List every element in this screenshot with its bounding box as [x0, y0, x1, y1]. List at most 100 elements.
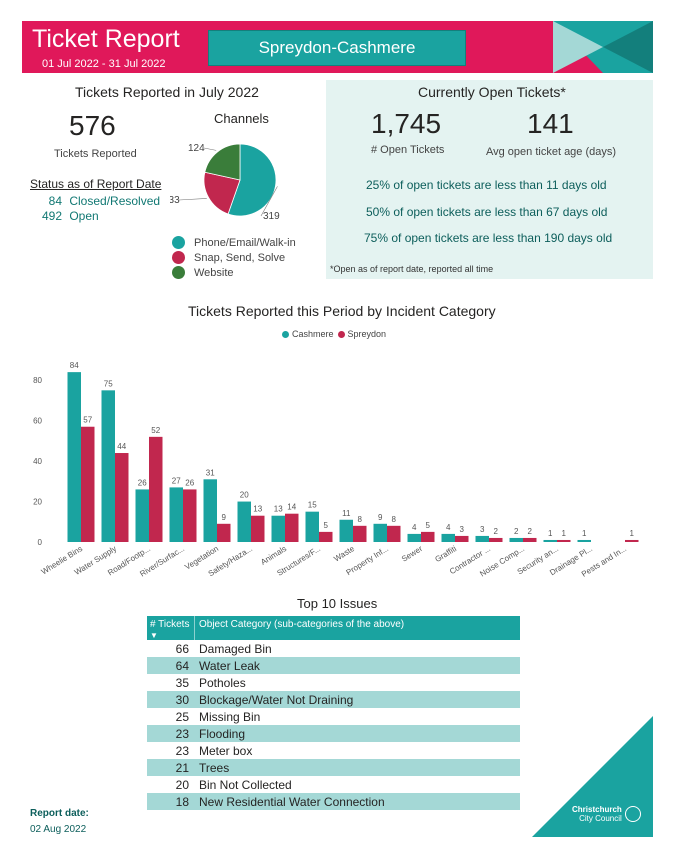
legend-dot — [172, 266, 185, 279]
bar-cashmere[interactable] — [305, 511, 320, 542]
table-row[interactable]: 30 Blockage/Water Not Draining — [147, 691, 520, 708]
total-reported-label: Tickets Reported — [54, 148, 137, 160]
top10-title: Top 10 Issues — [297, 596, 378, 611]
row-count: 21 — [175, 760, 189, 775]
bar-spreydon[interactable] — [523, 537, 537, 542]
bar-spreydon[interactable] — [387, 525, 401, 542]
status-closed-label: Closed/Resolved — [69, 194, 161, 208]
table-row[interactable]: 21 Trees — [147, 759, 520, 776]
bar-cashmere[interactable] — [101, 390, 116, 542]
header-decoration — [553, 21, 653, 73]
open-heading: Currently Open Tickets* — [418, 84, 566, 100]
sort-desc-icon[interactable]: ▼ — [150, 631, 158, 640]
bar-value-label: 27 — [172, 476, 181, 485]
table-row[interactable]: 18 New Residential Water Connection — [147, 793, 520, 810]
y-tick-label: 0 — [38, 538, 43, 547]
bar-spreydon[interactable] — [285, 513, 299, 542]
percentile-75: 75% of open tickets are less than 190 da… — [364, 231, 613, 245]
bar-cashmere[interactable] — [271, 515, 286, 542]
row-count: 18 — [175, 794, 189, 809]
status-heading: Status as of Report Date — [30, 177, 162, 191]
status-open: 492 Open — [30, 209, 99, 223]
pie-slice[interactable] — [204, 143, 241, 181]
table-row[interactable]: 66 Damaged Bin — [147, 640, 520, 657]
bar-spreydon[interactable] — [421, 531, 435, 542]
row-count: 25 — [175, 709, 189, 724]
bar-cashmere[interactable] — [543, 539, 558, 542]
legend-dot-spreydon — [337, 330, 345, 338]
bar-cashmere[interactable] — [135, 489, 150, 542]
bar-spreydon[interactable] — [625, 539, 639, 542]
bar-spreydon[interactable] — [115, 453, 129, 542]
bar-value-label: 1 — [582, 529, 587, 538]
pie-leader-line — [260, 186, 278, 217]
bar-spreydon[interactable] — [183, 489, 197, 542]
table-header: # Tickets ▼ Object Category (sub-categor… — [147, 616, 520, 640]
bar-value-label: 3 — [460, 525, 465, 534]
bar-cashmere[interactable] — [475, 535, 490, 542]
bar-value-label: 4 — [446, 523, 451, 532]
bar-cashmere[interactable] — [407, 533, 422, 542]
bar-cashmere[interactable] — [237, 501, 252, 542]
y-tick-label: 80 — [33, 376, 42, 385]
bar-value-label: 13 — [274, 505, 283, 514]
bar-value-label: 44 — [117, 442, 126, 451]
chart-legend: Cashmere Spreydon — [282, 329, 386, 339]
bar-cashmere[interactable] — [441, 533, 456, 542]
ward-selector[interactable]: Spreydon-Cashmere — [208, 30, 466, 66]
bar-cashmere[interactable] — [339, 519, 354, 542]
bar-cashmere[interactable] — [373, 523, 388, 542]
table-row[interactable]: 25 Missing Bin — [147, 708, 520, 725]
legend-label: Snap, Send, Solve — [194, 251, 286, 264]
row-count: 23 — [175, 726, 189, 741]
bar-spreydon[interactable] — [557, 539, 571, 542]
bar-value-label: 2 — [494, 527, 499, 536]
bar-value-label: 26 — [185, 478, 194, 487]
bar-cashmere[interactable] — [67, 372, 82, 542]
bar-spreydon[interactable] — [217, 523, 231, 542]
status-closed-count: 84 — [48, 194, 62, 208]
bar-spreydon[interactable] — [455, 535, 469, 542]
bar-value-label: 15 — [308, 501, 317, 510]
row-category: Blockage/Water Not Draining — [199, 692, 354, 707]
x-tick-label: Animals — [259, 544, 288, 567]
col-header-category[interactable]: Object Category (sub-categories of the a… — [199, 619, 405, 630]
avg-age-label: Avg open ticket age (days) — [486, 146, 617, 158]
bar-spreydon[interactable] — [489, 537, 503, 542]
bar-cashmere[interactable] — [509, 537, 524, 542]
col-count-label: # Tickets — [150, 619, 190, 630]
row-count: 23 — [175, 743, 189, 758]
channels-title: Channels — [214, 111, 269, 126]
table-row[interactable]: 64 Water Leak — [147, 657, 520, 674]
status-open-count: 492 — [41, 209, 62, 223]
bar-spreydon[interactable] — [81, 426, 95, 542]
legend-label: Website — [194, 266, 234, 279]
bar-spreydon[interactable] — [149, 436, 163, 542]
bar-spreydon[interactable] — [319, 531, 333, 542]
legend-dot-cashmere — [282, 330, 289, 338]
legend-item-snap: Snap, Send, Solve — [172, 250, 296, 265]
table-row[interactable]: 20 Bin Not Collected — [147, 776, 520, 793]
legend-dot — [172, 236, 185, 249]
bar-value-label: 11 — [342, 509, 351, 518]
bar-value-label: 20 — [240, 491, 249, 500]
bar-cashmere[interactable] — [169, 487, 184, 542]
bar-value-label: 26 — [138, 478, 147, 487]
table-row[interactable]: 23 Flooding — [147, 725, 520, 742]
bar-cashmere[interactable] — [203, 479, 218, 542]
bar-cashmere[interactable] — [577, 539, 592, 542]
legend-label: Phone/Email/Walk-in — [194, 236, 296, 249]
open-count-label: # Open Tickets — [371, 144, 445, 156]
col-header-count[interactable]: # Tickets ▼ — [147, 616, 195, 640]
legend-spreydon: Spreydon — [347, 329, 387, 339]
row-category: Potholes — [199, 675, 246, 690]
table-row[interactable]: 35 Potholes — [147, 674, 520, 691]
channels-pie: 319 133 124 — [170, 143, 280, 222]
bar-spreydon[interactable] — [353, 525, 367, 542]
bar-spreydon[interactable] — [251, 515, 265, 542]
date-range: 01 Jul 2022 - 31 Jul 2022 — [42, 58, 166, 70]
pie-slice[interactable] — [203, 171, 241, 215]
table-row[interactable]: 23 Meter box — [147, 742, 520, 759]
row-category: Damaged Bin — [199, 641, 272, 656]
